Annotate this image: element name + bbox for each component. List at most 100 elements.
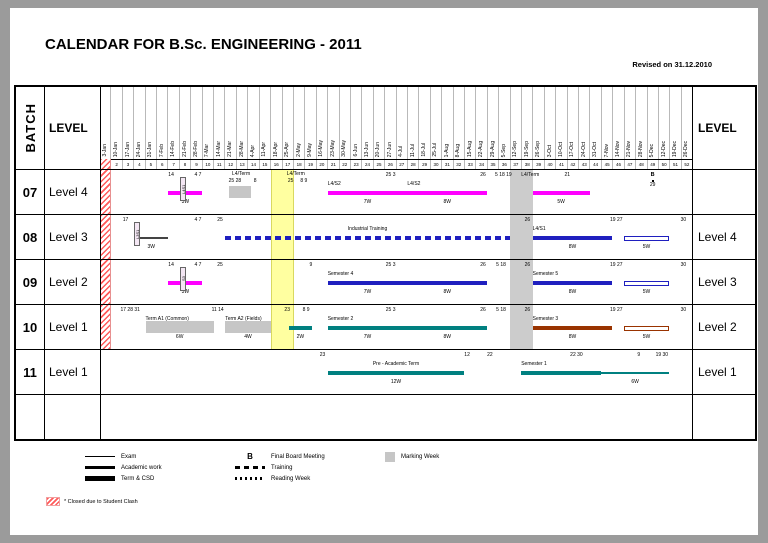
calendar-row: 09 Level 2 3W Semester 4 7W 8W Semester 5 8W 5W S… — [16, 259, 755, 304]
level-cell-right — [692, 395, 755, 439]
bar-duration-label: 5W — [642, 334, 651, 340]
week-number-cell: 48 — [635, 160, 646, 169]
week-date-cell: 19-Dec — [669, 87, 680, 159]
week-date-cell: 27-Jun — [384, 87, 395, 159]
closed-clash-label: * Closed due to Student Clash — [64, 498, 138, 505]
bar-duration-label: 7W — [363, 334, 372, 340]
week-date-cell: 10-Jan — [110, 87, 121, 159]
week-date-label: 12-Dec — [660, 140, 667, 157]
bar-duration-label: 8W — [568, 334, 577, 340]
week-date-cell: 11-Jul — [406, 87, 418, 159]
calendar-row: 11 Level 1 Pre - Academic Term 12W Semester … — [16, 349, 755, 394]
week-date-cell: 9-May — [304, 87, 315, 159]
week-date-cell: 21-Nov — [623, 87, 635, 159]
week-date-label: 22-Aug — [478, 140, 485, 157]
week-date-label: 17-Oct — [569, 141, 576, 157]
date-annotation: 25 — [217, 217, 223, 223]
week-date-cell: 23-May — [327, 87, 338, 159]
gantt-bar: L4/S2 8W — [407, 182, 488, 205]
date-annotation: 17 — [122, 217, 129, 223]
level-header-right: LEVEL — [698, 121, 737, 135]
week-date-label: 28-Mar — [238, 141, 245, 157]
week-date-cell: 28-Nov — [635, 87, 646, 159]
batch-cell: 07 — [22, 184, 38, 200]
week-date-label: 31-Oct — [592, 141, 599, 157]
bar-label: Pre - Academic Term — [372, 361, 420, 367]
week-date-label: 7-Nov — [603, 143, 610, 157]
week-date-label: 9-May — [307, 143, 314, 157]
week-date-label: 11-Jul — [409, 143, 416, 157]
week-date-cell: 5-Sep — [498, 87, 509, 159]
week-date-cell: 4-Apr — [247, 87, 258, 159]
week-date-cell: 3-Jan — [100, 87, 110, 159]
bar-duration-label: 5W — [557, 199, 565, 205]
week-date-cell: 14-Mar — [213, 87, 224, 159]
closed-clash-note: * Closed due to Student Clash — [46, 497, 138, 506]
date-annotation: 14 — [168, 172, 174, 178]
bar-line — [532, 236, 613, 240]
week-date-cell: 18-Jul — [418, 87, 429, 159]
date-annotation: 8 9 — [300, 178, 308, 184]
level-cell: Level 1 — [49, 365, 88, 379]
date-annotation: 14 — [168, 262, 174, 268]
calendar-rows: 07 Level 4 3W L4/S2 7W L4/S2 8W 5W L4S1 14 4 7 L4/T… — [16, 169, 755, 439]
week-date-cell: 7-Feb — [156, 87, 167, 159]
week-date-label: 19-Dec — [672, 140, 679, 157]
bar-line — [228, 186, 252, 198]
week-date-label: 12-Sep — [512, 140, 519, 157]
batch-header-label: BATCH — [22, 103, 38, 153]
gantt-bar: 5W — [623, 281, 670, 295]
bar-duration-label: 8W — [568, 244, 577, 250]
revision-note: Revised on 31.12.2010 — [632, 60, 712, 69]
legend-item: Academic work — [85, 462, 162, 473]
bar-line — [407, 281, 488, 285]
week-number-cell: 50 — [657, 160, 669, 169]
week-date-cell: 13-Jun — [361, 87, 372, 159]
bar-duration-label: 4W — [244, 334, 252, 340]
week-number-cell: 13 — [235, 160, 247, 169]
board-meeting-dot — [651, 179, 654, 182]
week-date-label: 27-Jun — [386, 141, 393, 157]
week-date-cell: 8-Aug — [452, 87, 464, 159]
legend: Exam Academic work Term & CSD B Final Board … — [85, 451, 565, 487]
week-number-cell: 19 — [304, 160, 315, 169]
week-date-cell: 14-Feb — [167, 87, 178, 159]
bar-line — [225, 236, 510, 240]
week-date-cell: 31-Jan — [144, 87, 156, 159]
timeline-cell: Term A1 (Common) 6W Term A2 (Fields) 4W 2W Se… — [100, 305, 692, 349]
week-number-cell: 16 — [270, 160, 281, 169]
bar-line — [532, 281, 613, 285]
week-date-cell: 10-Oct — [555, 87, 566, 159]
legend-item: Reading Week — [235, 473, 325, 484]
week-number-cell: 5 — [144, 160, 156, 169]
date-annotation: L4/Term — [521, 172, 540, 178]
gantt-bar: 8W — [407, 281, 488, 295]
week-date-cell: 21-Feb — [178, 87, 190, 159]
gantt-bar: 5W — [532, 191, 590, 205]
week-date-label: 29-Aug — [489, 140, 496, 157]
week-date-cell: 12-Sep — [509, 87, 521, 159]
date-annotation: 30 — [680, 307, 687, 313]
bar-label: Semester 5 — [532, 271, 559, 277]
week-date-label: 4-Apr — [249, 144, 256, 157]
week-number-cell: 2 — [110, 160, 121, 169]
bar-line — [145, 321, 214, 333]
vertical-term-marker: S3 — [179, 267, 186, 291]
gantt-bar: L4/S1 8W — [532, 227, 613, 250]
line-thin-swatch — [85, 456, 115, 457]
box-gray-swatch — [385, 451, 395, 462]
week-number-cell: 42 — [566, 160, 578, 169]
date-annotation: 19 30 — [655, 352, 669, 358]
bar-line — [600, 372, 670, 374]
week-date-label: 14-Feb — [170, 141, 177, 157]
week-date-header: 3-Jan 10-Jan 17-Jan 24-Jan 31-Jan 7-Feb 14-Feb… — [100, 87, 692, 159]
week-date-label: 24-Jan — [135, 141, 142, 157]
gantt-bar: Term A1 (Common) 6W — [145, 317, 214, 340]
date-annotation: 26 — [524, 262, 531, 268]
week-number-cell: 8 — [178, 160, 190, 169]
date-annotation: 25 — [217, 262, 223, 268]
week-date-cell: 28-Mar — [235, 87, 247, 159]
calendar-page: CALENDAR FOR B.Sc. ENGINEERING - 2011 Re… — [10, 8, 758, 535]
week-date-cell: 26-Dec — [680, 87, 692, 159]
week-number-cell: 3 — [121, 160, 133, 169]
